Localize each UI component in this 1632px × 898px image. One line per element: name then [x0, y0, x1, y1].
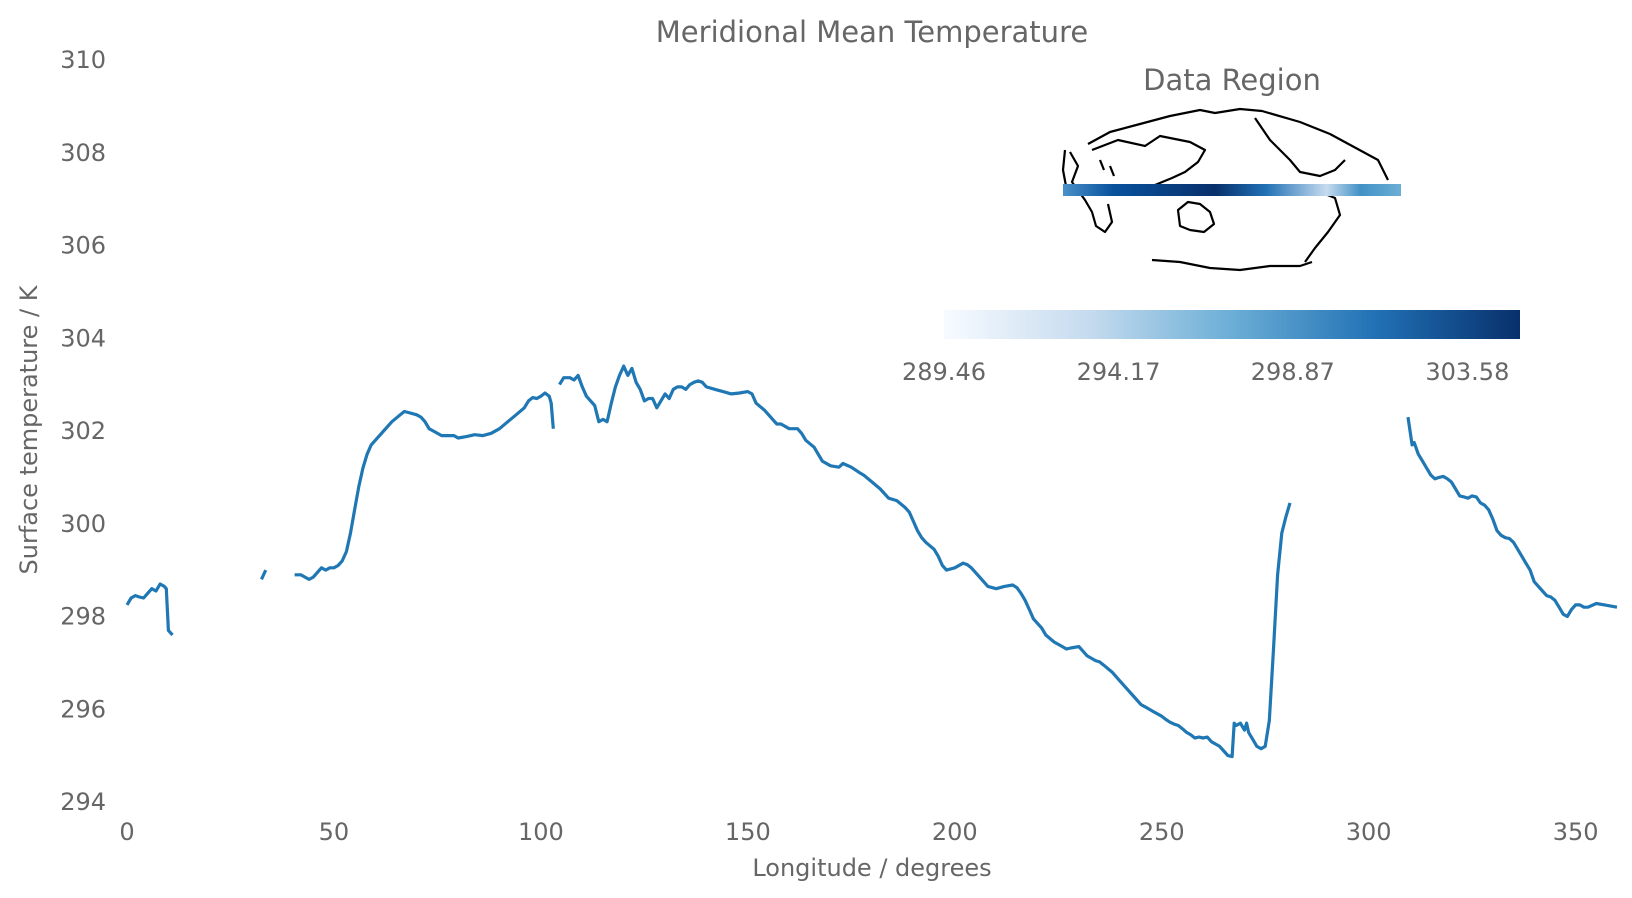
y-tick-label: 306 [60, 232, 106, 260]
series-line-segment [294, 391, 555, 582]
map-japan-islands [1098, 159, 1116, 177]
chart-title: Meridional Mean Temperature [656, 15, 1088, 49]
x-tick-label: 250 [1139, 818, 1185, 846]
x-tick-label: 50 [319, 818, 350, 846]
colorbar-tick-label: 294.17 [1077, 358, 1161, 386]
map-data-band [1063, 184, 1401, 196]
map-asia [1091, 134, 1207, 187]
colorbar-ticks: 289.46 294.17 298.87 303.58 [902, 358, 1509, 386]
x-tick-label: 300 [1346, 818, 1392, 846]
x-tick-label: 0 [119, 818, 134, 846]
map-antarctica [1151, 258, 1313, 272]
colorbar-tick-label: 298.87 [1251, 358, 1335, 386]
inset-data-region: Data Region 289.46 294.17 298.87 303.58 [902, 63, 1520, 386]
map-australia [1176, 200, 1216, 234]
map-west-edge [1061, 149, 1068, 187]
map-south-america [1304, 190, 1342, 263]
series-line-segment [558, 364, 1292, 759]
y-tick-label: 302 [60, 417, 106, 445]
y-tick-label: 296 [60, 695, 106, 723]
y-tick-label: 308 [60, 139, 106, 167]
series-line-segment [125, 582, 174, 637]
temperature-series [125, 364, 1618, 759]
map-india-africa [1069, 151, 1114, 234]
colorbar-tick-label: 303.58 [1425, 358, 1509, 386]
y-tick-label: 294 [60, 788, 106, 816]
y-axis-ticks: 294 296 298 300 302 304 306 308 310 [60, 46, 106, 816]
map-outline-north [1087, 107, 1389, 181]
colorbar [944, 310, 1520, 339]
y-tick-label: 304 [60, 324, 106, 352]
colorbar-tick-label: 289.46 [902, 358, 986, 386]
x-tick-label: 100 [518, 818, 564, 846]
y-tick-label: 298 [60, 603, 106, 631]
x-axis-label: Longitude / degrees [752, 854, 991, 882]
series-line-segment [260, 569, 268, 581]
y-axis-label: Surface temperature / K [15, 284, 43, 574]
x-tick-label: 350 [1553, 818, 1599, 846]
world-map [1061, 107, 1389, 272]
inset-title: Data Region [1143, 63, 1321, 97]
map-north-america [1254, 117, 1346, 178]
x-tick-label: 200 [932, 818, 978, 846]
y-tick-label: 300 [60, 510, 106, 538]
x-tick-label: 150 [725, 818, 771, 846]
x-axis-ticks: 0 50 100 150 200 250 300 350 [119, 818, 1598, 846]
series-line-segment [1406, 416, 1618, 619]
y-tick-label: 310 [60, 46, 106, 74]
